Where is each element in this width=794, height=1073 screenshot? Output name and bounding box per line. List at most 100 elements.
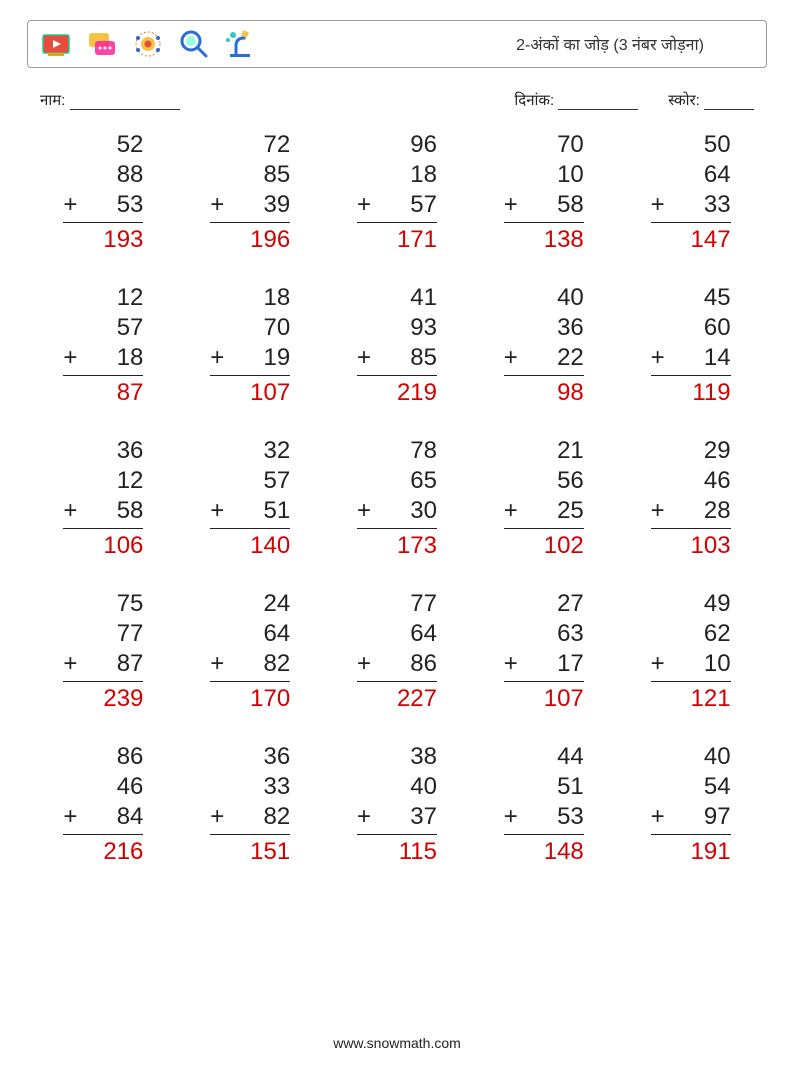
addend-2: 12 [63,466,143,496]
addend-3-line: +30 [357,496,437,529]
addend-3-line: +39 [210,190,290,223]
addend-2: 54 [651,772,731,802]
answer: 227 [357,682,437,714]
addend-1: 32 [210,436,290,466]
date-underline [558,95,638,110]
video-icon [40,28,72,60]
addend-1: 86 [63,742,143,772]
addend-3-line: +51 [210,496,290,529]
plus-icon: + [63,802,77,832]
addend-2: 51 [504,772,584,802]
plus-icon: + [651,802,665,832]
addend-1: 50 [651,130,731,160]
addend-2: 57 [210,466,290,496]
answer: 121 [651,682,731,714]
problem: 7285+39196 [210,130,290,255]
addend-3-line: +53 [504,802,584,835]
problem: 7865+30173 [357,436,437,561]
plus-icon: + [357,190,371,220]
problem: 3257+51140 [210,436,290,561]
problem: 3840+37115 [357,742,437,867]
footer-text: www.snowmath.com [0,1035,794,1051]
plus-icon: + [63,649,77,679]
answer: 171 [357,223,437,255]
answer: 219 [357,376,437,408]
plus-icon: + [210,649,224,679]
addend-1: 75 [63,589,143,619]
addend-2: 70 [210,313,290,343]
addend-2: 36 [504,313,584,343]
plus-icon: + [651,649,665,679]
answer: 106 [63,529,143,561]
problem: 4451+53148 [504,742,584,867]
plus-icon: + [504,343,518,373]
addend-2: 18 [357,160,437,190]
answer: 103 [651,529,731,561]
addend-2: 56 [504,466,584,496]
addend-3-line: +84 [63,802,143,835]
plus-icon: + [504,649,518,679]
addend-2: 85 [210,160,290,190]
addend-2: 64 [357,619,437,649]
score-field: स्कोर: [668,90,754,110]
addend-2: 10 [504,160,584,190]
addend-1: 72 [210,130,290,160]
addend-1: 18 [210,283,290,313]
addend-3-line: +33 [651,190,731,223]
plus-icon: + [210,496,224,526]
problem: 2464+82170 [210,589,290,714]
problem: 5064+33147 [651,130,731,255]
plus-icon: + [357,343,371,373]
plus-icon: + [63,496,77,526]
search-icon [178,28,210,60]
problem: 8646+84216 [63,742,143,867]
addend-3-line: +28 [651,496,731,529]
addend-3-line: +19 [210,343,290,376]
addend-2: 40 [357,772,437,802]
addend-1: 77 [357,589,437,619]
addend-2: 63 [504,619,584,649]
answer: 191 [651,835,731,867]
answer: 216 [63,835,143,867]
plus-icon: + [651,343,665,373]
addend-2: 64 [651,160,731,190]
addend-2: 46 [651,466,731,496]
addend-1: 40 [651,742,731,772]
target-icon [132,28,164,60]
problem: 4193+85219 [357,283,437,408]
answer: 87 [63,376,143,408]
addend-3-line: +58 [504,190,584,223]
name-label: नाम: [40,92,65,109]
problem: 3633+82151 [210,742,290,867]
answer: 173 [357,529,437,561]
plus-icon: + [63,343,77,373]
addend-3-line: +37 [357,802,437,835]
addend-3-line: +25 [504,496,584,529]
answer: 148 [504,835,584,867]
problem: 2156+25102 [504,436,584,561]
addend-3-line: +53 [63,190,143,223]
problem: 2763+17107 [504,589,584,714]
header-icons [40,28,256,60]
addend-1: 21 [504,436,584,466]
addend-2: 93 [357,313,437,343]
addend-1: 40 [504,283,584,313]
score-label: स्कोर: [668,92,700,109]
addend-2: 33 [210,772,290,802]
plus-icon: + [210,343,224,373]
addend-3-line: +82 [210,802,290,835]
answer: 151 [210,835,290,867]
answer: 170 [210,682,290,714]
header-box: 2-अंकों का जोड़ (3 नंबर जोड़ना) [27,20,767,68]
plus-icon: + [504,496,518,526]
problems-grid: 5288+531937285+391969618+571717010+58138… [0,130,794,867]
addend-2: 88 [63,160,143,190]
addend-2: 62 [651,619,731,649]
plus-icon: + [504,802,518,832]
addend-2: 77 [63,619,143,649]
problem: 2946+28103 [651,436,731,561]
answer: 107 [210,376,290,408]
problem: 4036+2298 [504,283,584,408]
addend-1: 78 [357,436,437,466]
plus-icon: + [357,802,371,832]
